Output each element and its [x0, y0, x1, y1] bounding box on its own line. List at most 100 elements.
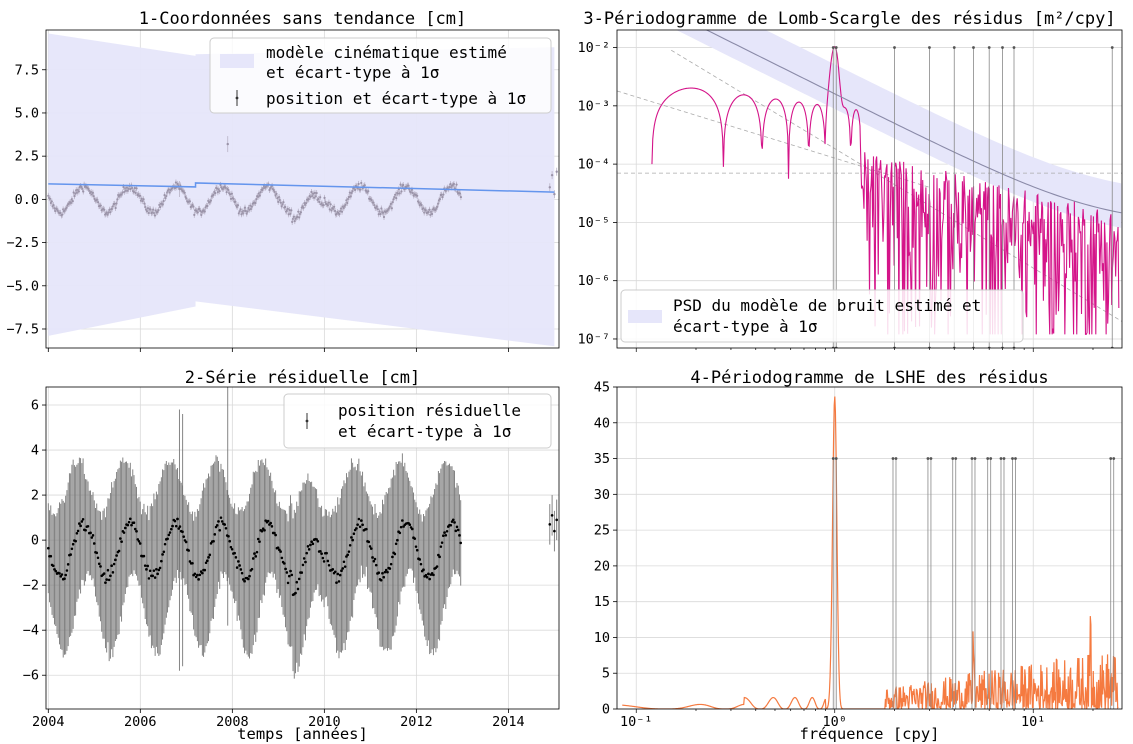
- position-point: [382, 215, 386, 219]
- residual-point: [458, 534, 461, 537]
- position-point: [367, 190, 370, 193]
- position-point: [363, 184, 366, 187]
- residual-point: [218, 528, 222, 532]
- y-tick-label: −4: [23, 623, 39, 639]
- frequency-marker-top: [929, 457, 933, 460]
- residual-point: [196, 573, 199, 577]
- residual-point: [383, 570, 387, 574]
- residual-point: [454, 529, 458, 533]
- residual-point: [242, 578, 245, 581]
- residual-point: [235, 566, 239, 569]
- residual-point: [163, 542, 167, 546]
- residual-point: [166, 537, 169, 541]
- residual-point: [178, 525, 182, 528]
- residual-point: [89, 531, 92, 535]
- position-point: [292, 215, 296, 218]
- position-point: [50, 200, 53, 203]
- position-point: [214, 192, 217, 195]
- position-point: [354, 188, 357, 191]
- residual-point: [132, 521, 136, 525]
- y-tick-label: −5.0: [6, 278, 39, 294]
- residual-point: [283, 562, 286, 565]
- position-point: [340, 210, 344, 213]
- residual-point: [301, 563, 305, 567]
- panel3-title: 3-Périodogramme de Lomb-Scargle des rési…: [583, 9, 1115, 29]
- residual-point: [307, 548, 311, 551]
- position-point: [298, 216, 301, 219]
- position-point: [407, 184, 410, 187]
- position-point: [399, 183, 402, 186]
- residual-point: [341, 567, 345, 570]
- residual-point: [300, 571, 304, 574]
- residual-point: [384, 568, 388, 572]
- y-tick-label: 2: [31, 488, 39, 504]
- position-point: [218, 190, 221, 193]
- residual-point: [550, 514, 554, 517]
- reference-line: [617, 90, 930, 188]
- residual-point: [247, 577, 250, 581]
- frequency-marker-top: [986, 457, 990, 460]
- residual-point: [340, 569, 343, 573]
- legend-box: [620, 289, 1024, 343]
- residual-point: [316, 539, 320, 543]
- frequency-marker-top: [951, 457, 955, 460]
- residual-point: [371, 556, 374, 559]
- position-point: [396, 192, 400, 195]
- residual-point: [156, 572, 159, 576]
- position-point: [284, 205, 287, 209]
- residual-point: [51, 564, 55, 568]
- residual-point: [204, 561, 208, 565]
- position-point: [390, 207, 393, 210]
- position-point: [389, 202, 393, 205]
- position-point: [548, 186, 551, 189]
- position-point: [333, 205, 336, 208]
- residual-point: [240, 571, 244, 575]
- residual-point: [75, 531, 79, 535]
- residual-point: [114, 558, 117, 562]
- residual-point: [338, 573, 342, 577]
- x-tick-label: 2008: [216, 714, 249, 730]
- residual-point: [171, 524, 174, 528]
- residual-point: [443, 531, 446, 534]
- residual-point: [428, 577, 431, 581]
- x-tick-label: 10⁰: [823, 714, 847, 730]
- position-point: [113, 202, 116, 205]
- x-tick-label: 2004: [32, 714, 65, 730]
- position-point: [333, 209, 337, 213]
- residual-point: [348, 543, 352, 547]
- residual-point: [379, 578, 383, 582]
- residual-point: [58, 572, 61, 575]
- panel3-legend: PSD du modèle de bruit estimé et écart-t…: [620, 289, 1024, 343]
- residual-point: [80, 520, 84, 523]
- residual-point: [285, 571, 289, 574]
- position-point: [153, 214, 157, 217]
- residual-point: [248, 574, 251, 578]
- residual-point: [413, 537, 417, 540]
- residual-point: [54, 569, 58, 573]
- residual-point: [136, 538, 140, 541]
- panel2-frame: [45, 386, 560, 710]
- residual-point: [274, 533, 277, 537]
- residual-point: [254, 555, 258, 558]
- residual-point: [71, 542, 75, 546]
- position-point: [277, 200, 280, 204]
- residual-point: [424, 573, 428, 577]
- residual-point: [181, 530, 184, 534]
- residual-point: [357, 517, 361, 521]
- position-point: [322, 204, 325, 207]
- position-point: [71, 200, 74, 203]
- residual-point: [453, 521, 456, 524]
- frequency-marker-top: [893, 46, 896, 49]
- residual-point: [296, 587, 300, 591]
- residual-point: [184, 540, 188, 544]
- residual-point: [456, 528, 460, 532]
- position-point: [229, 193, 232, 196]
- frequency-marker-top: [970, 457, 974, 460]
- position-point: [97, 201, 100, 204]
- residual-point: [219, 516, 223, 519]
- frequency-marker-top: [1001, 46, 1004, 49]
- model-psd-line: [705, 30, 1122, 214]
- position-point: [199, 209, 202, 212]
- position-point: [188, 200, 192, 203]
- position-point: [122, 185, 125, 189]
